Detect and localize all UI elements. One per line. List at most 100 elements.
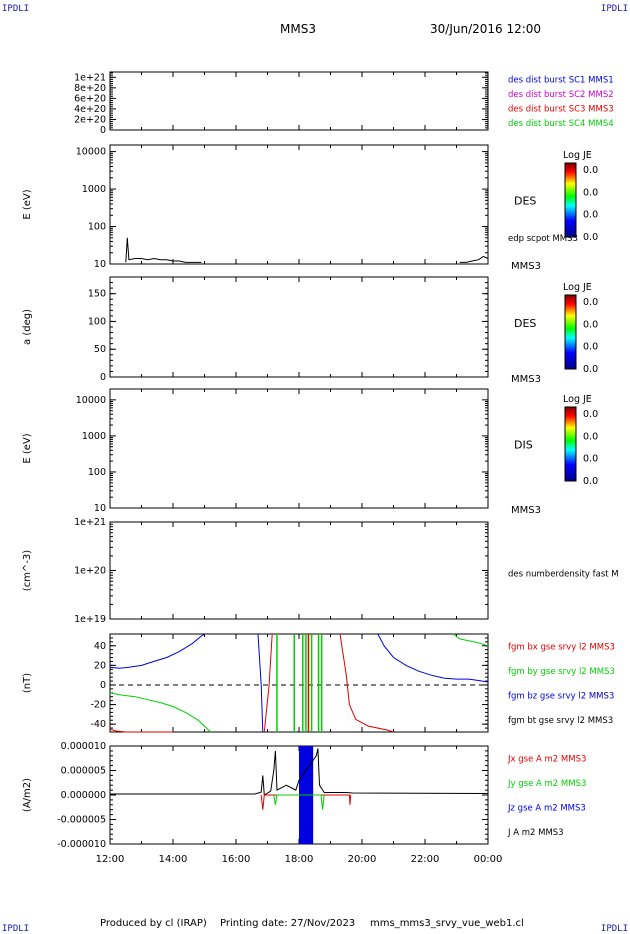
colorbar-tick-label: 0.0 [583,165,598,176]
series-by [452,633,489,647]
panel-3-ylabel: a (deg) [22,309,33,345]
legend-label: des dist burst SC3 MMS3 [508,104,614,114]
panel-5-frame [109,521,489,620]
legend-label: fgm bt gse srvy l2 MMS3 [508,716,613,726]
panel-5-ylabel: (cm^-3) [22,550,33,591]
colorbar-tick-label: 0.0 [583,297,598,308]
y-tick-label: -0.000005 [57,815,106,826]
panel-3-frame [109,276,489,378]
legend-label: des dist burst SC2 MMS2 [508,90,614,100]
colorbar-title: Log JE [563,394,592,405]
colorbar-tick-label: 0.0 [583,342,598,353]
panel-6-frame [109,633,489,733]
y-tick-label: 0 [100,125,106,136]
legend-label: J A m2 MMS3 [507,828,564,838]
series-line [125,237,202,263]
footer-printing-date: Printing date: 27/Nov/2023 [220,918,356,929]
x-tick-label: 18:00 [285,854,314,865]
y-tick-label: -20 [90,700,106,711]
y-tick-label: 4e+20 [74,104,106,115]
colorbar-tick-label: 0.0 [583,454,598,465]
spacecraft-label: MMS3 [511,505,541,516]
panel-4-ylabel: E (eV) [22,433,33,463]
colorbar-tick-label: 0.0 [583,232,598,243]
x-tick-label: 00:00 [474,854,503,865]
legend-label: des dist burst SC1 MMS1 [508,75,614,85]
y-tick-label: 2e+20 [74,114,106,125]
spacecraft-label: MMS3 [511,261,541,272]
y-tick-label: 150 [88,289,106,300]
y-tick-label: 10 [94,503,106,514]
colorbar [564,294,577,370]
x-tick-label: 22:00 [411,854,440,865]
colorbar-tick-label: 0.0 [583,364,598,375]
legend-label: fgm by gse srvy l2 MMS3 [508,667,615,677]
legend-label: des dist burst SC4 MMS4 [508,119,614,129]
y-tick-label: -0.000010 [57,839,106,850]
species-label: DES [514,195,536,208]
species-label: DIS [514,439,533,452]
line-label: edp scpot MMS3 [508,234,578,244]
series-J [110,748,489,796]
colorbar-tick-label: 0.0 [583,476,598,487]
colorbar [564,406,577,482]
panel-6-ylabel: (nT) [22,673,33,693]
y-tick-label: 1000 [82,431,106,442]
legend-label: Jz gse A m2 MMS3 [507,803,586,813]
panel-1-frame [109,71,489,131]
corner-mark-bottom-left: IPDLI [2,924,30,934]
y-tick-label: 0.000000 [61,790,106,801]
y-tick-label: 1e+21 [74,72,106,83]
y-tick-label: 1e+19 [74,614,106,625]
y-tick-label: 50 [94,344,106,355]
series-Jy [273,794,325,810]
x-tick-label: 12:00 [96,854,125,865]
colorbar [564,162,577,238]
legend-label: fgm bx gse srvy l2 MMS3 [508,642,615,652]
y-tick-label: 1000 [82,184,106,195]
y-tick-label: 100 [88,467,106,478]
colorbar-title: Log JE [563,150,592,161]
corner-mark-top-left: IPDLI [2,4,30,14]
series-by [109,692,212,733]
colorbar-tick-label: 0.0 [583,431,598,442]
y-tick-label: 40 [94,641,106,652]
panel-4-frame [109,388,489,509]
series-bz [257,633,264,733]
spacecraft-label: MMS3 [511,374,541,385]
series-bx [109,728,173,733]
y-tick-label: 0 [100,680,106,691]
y-tick-label: 1e+21 [74,517,106,528]
y-tick-label: 100 [88,316,106,327]
x-tick-label: 16:00 [222,854,251,865]
colorbar-tick-label: 0.0 [583,409,598,420]
legend-label: fgm bz gse srvy l2 MMS3 [508,691,614,701]
series-bz [377,633,489,683]
corner-mark-top-right: IPDLI [600,4,628,14]
x-tick-label: 20:00 [348,854,377,865]
colorbar-tick-label: 0.0 [583,210,598,221]
y-tick-label: 6e+20 [74,93,106,104]
y-tick-label: 0.000010 [61,741,106,752]
colorbar-title: Log JE [563,282,592,293]
panel-7-ylabel: (A/m2) [22,778,33,812]
y-tick-label: 0.000005 [61,766,106,777]
y-tick-label: 10000 [76,395,106,406]
y-tick-label: 10000 [76,147,106,158]
spacecraft-title: MMS3 [280,22,316,36]
y-tick-label: 1e+20 [74,566,106,577]
colorbar-tick-label: 0.0 [583,319,598,330]
series-line [459,255,489,263]
series-bx [263,633,273,733]
corner-mark-bottom-right: IPDLI [600,924,628,934]
series-bz [109,633,205,669]
legend-label: Jy gse A m2 MMS3 [507,779,586,789]
footer-produced: Produced by cl (IRAP) [100,918,207,929]
y-tick-label: 20 [94,660,106,671]
footer-file: mms_mms3_srvy_vue_web1.cl [370,918,524,929]
series-bx [339,633,394,733]
panel-2-frame [109,144,489,265]
y-tick-label: 100 [88,222,106,233]
y-tick-label: 8e+20 [74,83,106,94]
